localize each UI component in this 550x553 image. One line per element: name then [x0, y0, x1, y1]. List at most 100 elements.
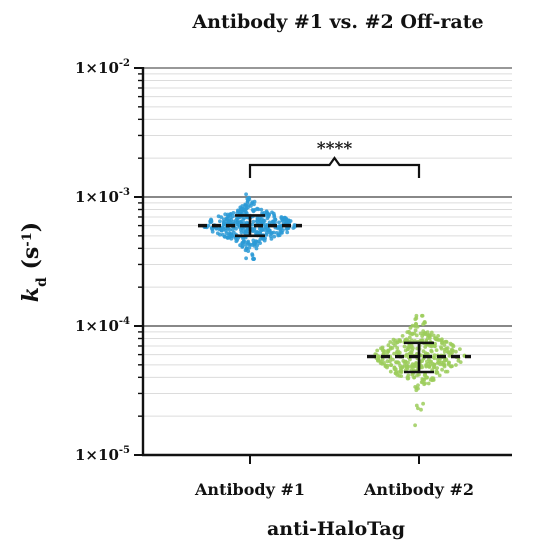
data-point — [277, 220, 281, 225]
data-point — [264, 233, 269, 237]
data-point — [292, 225, 297, 229]
data-point — [250, 223, 255, 227]
data-point — [260, 228, 265, 232]
data-point — [414, 313, 419, 318]
data-point — [246, 249, 251, 254]
data-point — [443, 369, 448, 374]
data-point — [391, 341, 396, 346]
data-point — [224, 231, 229, 236]
data-point — [254, 246, 259, 251]
data-point — [238, 220, 243, 224]
data-point — [405, 365, 409, 370]
data-point — [230, 228, 235, 232]
data-point — [255, 217, 260, 221]
data-point — [432, 362, 437, 367]
data-point — [421, 349, 426, 354]
data-point — [268, 234, 273, 239]
x-tick-label: Antibody #2 — [363, 480, 474, 499]
data-point — [218, 219, 222, 224]
data-point — [403, 359, 408, 364]
data-point — [440, 367, 444, 372]
y-axis-unit-close: ) — [18, 222, 44, 232]
data-point — [391, 357, 395, 362]
data-point — [416, 383, 420, 388]
y-axis-subscript: d — [34, 277, 50, 287]
data-point — [277, 233, 282, 238]
data-point — [221, 222, 226, 227]
data-point — [251, 238, 256, 243]
data-point — [429, 330, 434, 335]
data-point — [258, 231, 263, 236]
data-point — [410, 331, 415, 336]
data-point — [223, 212, 228, 217]
y-axis-label: kd (s-1) — [18, 222, 50, 302]
data-point — [441, 360, 446, 365]
data-points — [202, 192, 467, 428]
data-point — [247, 245, 252, 250]
data-point — [380, 357, 385, 362]
y-axis-unit-sup: -1 — [20, 232, 35, 246]
summary-bars — [198, 214, 471, 374]
data-point — [239, 207, 243, 212]
data-point — [410, 372, 415, 377]
data-point — [407, 335, 412, 340]
data-point — [386, 343, 391, 348]
data-point — [266, 214, 271, 219]
data-point — [395, 349, 399, 354]
data-point — [376, 358, 380, 363]
data-point — [244, 203, 249, 208]
data-point — [458, 360, 463, 364]
data-point — [251, 219, 256, 224]
data-point — [442, 364, 447, 369]
data-point — [443, 340, 447, 344]
data-point — [395, 346, 400, 350]
data-point — [262, 219, 267, 223]
data-point — [249, 243, 254, 247]
data-point — [210, 226, 215, 231]
data-point — [242, 239, 247, 244]
data-point — [262, 238, 267, 243]
data-point — [424, 375, 428, 380]
data-point — [392, 365, 397, 370]
data-point — [389, 363, 393, 367]
data-point — [244, 192, 249, 197]
data-point — [437, 338, 442, 342]
grid-lines — [143, 67, 512, 417]
data-point — [252, 228, 257, 233]
data-point — [235, 211, 240, 215]
data-point — [434, 348, 439, 352]
data-point — [264, 225, 268, 229]
data-point — [439, 345, 443, 350]
data-point — [255, 243, 260, 248]
data-point — [410, 323, 415, 328]
data-point — [253, 207, 258, 212]
data-point — [385, 351, 390, 355]
data-point — [422, 320, 427, 325]
data-point — [228, 227, 232, 232]
data-point — [419, 407, 423, 412]
significance-bracket — [248, 156, 421, 178]
data-point — [284, 227, 289, 231]
data-point — [258, 241, 262, 246]
data-point — [281, 216, 286, 221]
data-point — [259, 207, 264, 212]
data-point — [272, 234, 277, 239]
data-point — [235, 217, 240, 222]
x-tick-labels: Antibody #1 Antibody #2 — [194, 480, 474, 499]
data-point — [220, 232, 225, 237]
data-point — [400, 365, 405, 369]
data-point — [405, 330, 410, 334]
data-point — [273, 217, 278, 222]
data-point — [274, 231, 279, 235]
data-point — [418, 331, 423, 336]
data-point — [409, 350, 413, 354]
data-point — [285, 230, 290, 235]
data-point — [433, 341, 437, 346]
data-point — [239, 230, 244, 235]
data-point — [429, 349, 434, 354]
data-point — [388, 340, 393, 344]
data-point — [446, 361, 451, 366]
data-point — [234, 226, 238, 231]
data-point — [243, 230, 248, 235]
